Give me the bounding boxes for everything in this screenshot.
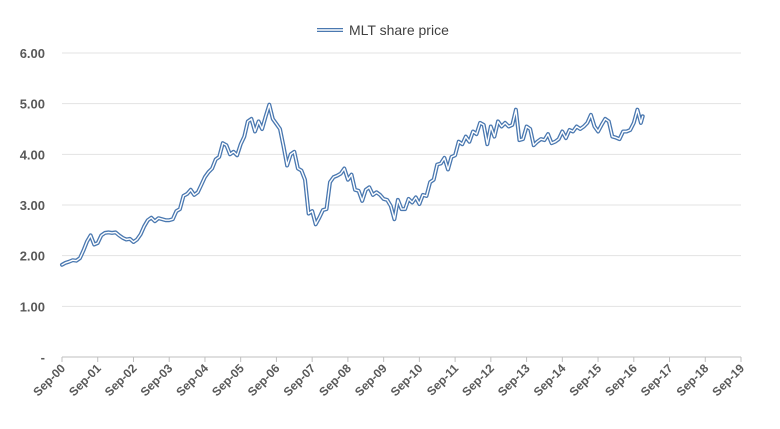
y-tick-label: 6.00 (20, 46, 45, 61)
x-tick-label: Sep-01 (66, 361, 104, 399)
y-tick-label: 4.00 (20, 147, 45, 162)
x-tick-label: Sep-10 (388, 361, 426, 399)
series-layer (60, 102, 645, 267)
x-tick-label: Sep-11 (424, 361, 461, 398)
series-line-0 (60, 102, 645, 267)
x-tick-label: Sep-09 (352, 361, 390, 399)
legend-label: MLT share price (349, 22, 449, 38)
y-tick-label: 2.00 (20, 249, 45, 264)
series-line-0-inner (61, 103, 644, 266)
x-tick-label: Sep-12 (459, 361, 497, 399)
x-tick-label: Sep-19 (709, 361, 747, 399)
x-tick-label: Sep-02 (102, 361, 140, 399)
x-tick-label: Sep-03 (138, 361, 176, 399)
y-tick-label: - (41, 350, 45, 365)
y-axis-tick-labels: - 1.00 2.00 3.00 4.00 5.00 6.00 (20, 46, 45, 365)
x-tick-label: Sep-06 (245, 361, 283, 399)
y-tick-label: 1.00 (20, 299, 45, 314)
y-tick-label: 3.00 (20, 198, 45, 213)
x-tick-label: Sep-14 (531, 361, 569, 399)
x-tick-label: Sep-18 (674, 361, 712, 399)
legend: MLT share price (317, 22, 449, 38)
x-tick-label: Sep-08 (316, 361, 354, 399)
gridlines (62, 52, 741, 307)
x-tick-label: Sep-07 (281, 361, 319, 399)
x-tick-label: Sep-15 (566, 361, 604, 399)
x-axis (61, 356, 742, 362)
x-tick-label: Sep-13 (495, 361, 533, 399)
x-tick-label: Sep-17 (638, 361, 676, 399)
x-tick-label: Sep-16 (602, 361, 640, 399)
x-tick-label: Sep-00 (30, 361, 68, 399)
x-tick-label: Sep-04 (173, 361, 211, 399)
x-axis-tick-labels: Sep-00Sep-01Sep-02Sep-03Sep-04Sep-05Sep-… (30, 361, 747, 399)
x-tick-label: Sep-05 (209, 361, 247, 399)
y-tick-label: 5.00 (20, 97, 45, 112)
